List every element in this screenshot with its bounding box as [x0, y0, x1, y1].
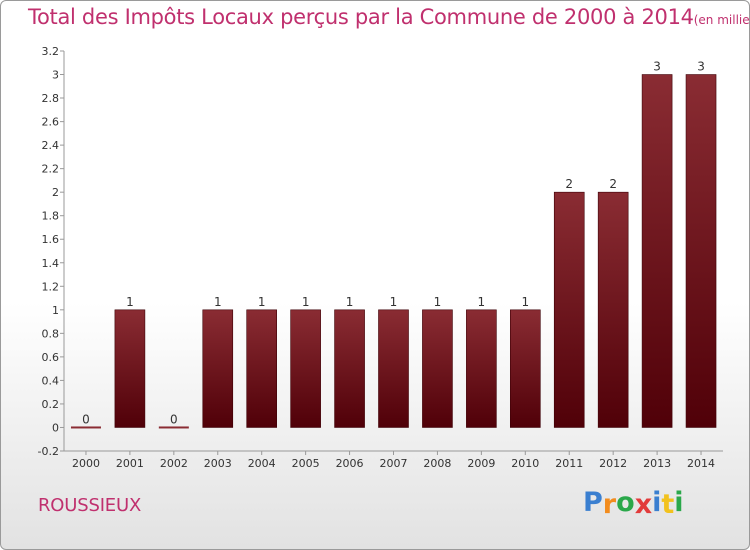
x-tick-label: 2006 — [336, 457, 364, 470]
y-tick-label: 0 — [52, 421, 59, 434]
x-tick-label: 2000 — [72, 457, 100, 470]
y-tick-label: 0.4 — [42, 374, 60, 387]
y-tick-label: 3.2 — [42, 45, 60, 58]
logo-letter: i — [652, 487, 662, 518]
data-label: 3 — [653, 60, 661, 74]
x-tick-label: 2003 — [204, 457, 232, 470]
x-tick-label: 2014 — [687, 457, 715, 470]
bar — [70, 426, 101, 429]
y-tick-label: 0.8 — [42, 327, 60, 340]
logo-letter: P — [583, 487, 603, 518]
data-label: 2 — [565, 177, 573, 191]
data-label: 1 — [126, 295, 134, 309]
logo-letter: o — [616, 487, 635, 518]
data-label: 1 — [302, 295, 310, 309]
x-tick-label: 2009 — [467, 457, 495, 470]
logo-letter: r — [602, 489, 617, 520]
y-tick-label: 3 — [52, 69, 59, 82]
y-tick-label: 1.8 — [42, 210, 60, 223]
bar — [641, 74, 673, 428]
data-label: 1 — [434, 295, 442, 309]
y-tick-label: 2.6 — [42, 116, 60, 129]
data-label: 1 — [214, 295, 222, 309]
data-label: 0 — [170, 412, 178, 426]
y-tick-label: 1.6 — [42, 233, 60, 246]
bar — [422, 309, 453, 428]
bar — [685, 74, 717, 428]
x-tick-label: 2001 — [116, 457, 144, 470]
y-tick-label: 2 — [52, 186, 59, 199]
y-tick-label: 1.4 — [42, 257, 60, 270]
bar — [378, 309, 409, 428]
logo-letter: x — [634, 489, 653, 520]
bar — [334, 309, 365, 428]
y-tick-label: 2.2 — [42, 163, 60, 176]
bar — [553, 191, 585, 428]
x-tick-label: 2007 — [380, 457, 408, 470]
data-label: 0 — [82, 412, 90, 426]
bar — [290, 309, 321, 428]
x-tick-label: 2005 — [292, 457, 320, 470]
bar — [466, 309, 497, 428]
bar — [246, 309, 277, 428]
data-label: 1 — [258, 295, 266, 309]
data-label: 1 — [521, 295, 529, 309]
y-tick-label: 2.8 — [42, 92, 60, 105]
x-tick-label: 2013 — [643, 457, 671, 470]
bar — [202, 309, 234, 428]
y-tick-label: -0.2 — [38, 445, 59, 458]
logo-letter: t — [661, 489, 675, 520]
bar — [509, 309, 541, 428]
logo-letter: i — [674, 487, 684, 518]
x-tick-label: 2010 — [511, 457, 539, 470]
x-tick-label: 2012 — [599, 457, 627, 470]
bar — [114, 309, 146, 428]
x-tick-label: 2008 — [423, 457, 451, 470]
y-tick-label: 0.6 — [42, 351, 60, 364]
y-tick-label: 1 — [52, 304, 59, 317]
bar — [597, 191, 629, 428]
y-tick-label: 1.2 — [42, 280, 60, 293]
data-label: 3 — [697, 60, 705, 74]
chart-title-unit: (en milliers d'€) — [693, 13, 750, 27]
proxiti-logo[interactable]: Proxiti — [583, 487, 684, 520]
chart-title: Total des Impôts Locaux perçus par la Co… — [28, 5, 750, 29]
data-label: 1 — [478, 295, 486, 309]
y-tick-label: 0.2 — [42, 398, 60, 411]
bar — [158, 426, 189, 429]
chart-title-text: Total des Impôts Locaux perçus par la Co… — [28, 5, 694, 29]
x-tick-label: 2002 — [160, 457, 188, 470]
data-label: 1 — [346, 295, 354, 309]
x-tick-label: 2004 — [248, 457, 276, 470]
y-tick-label: 2.4 — [42, 139, 60, 152]
commune-name: ROUSSIEUX — [38, 495, 142, 516]
x-tick-label: 2011 — [555, 457, 583, 470]
data-label: 1 — [390, 295, 398, 309]
data-label: 2 — [609, 177, 617, 191]
